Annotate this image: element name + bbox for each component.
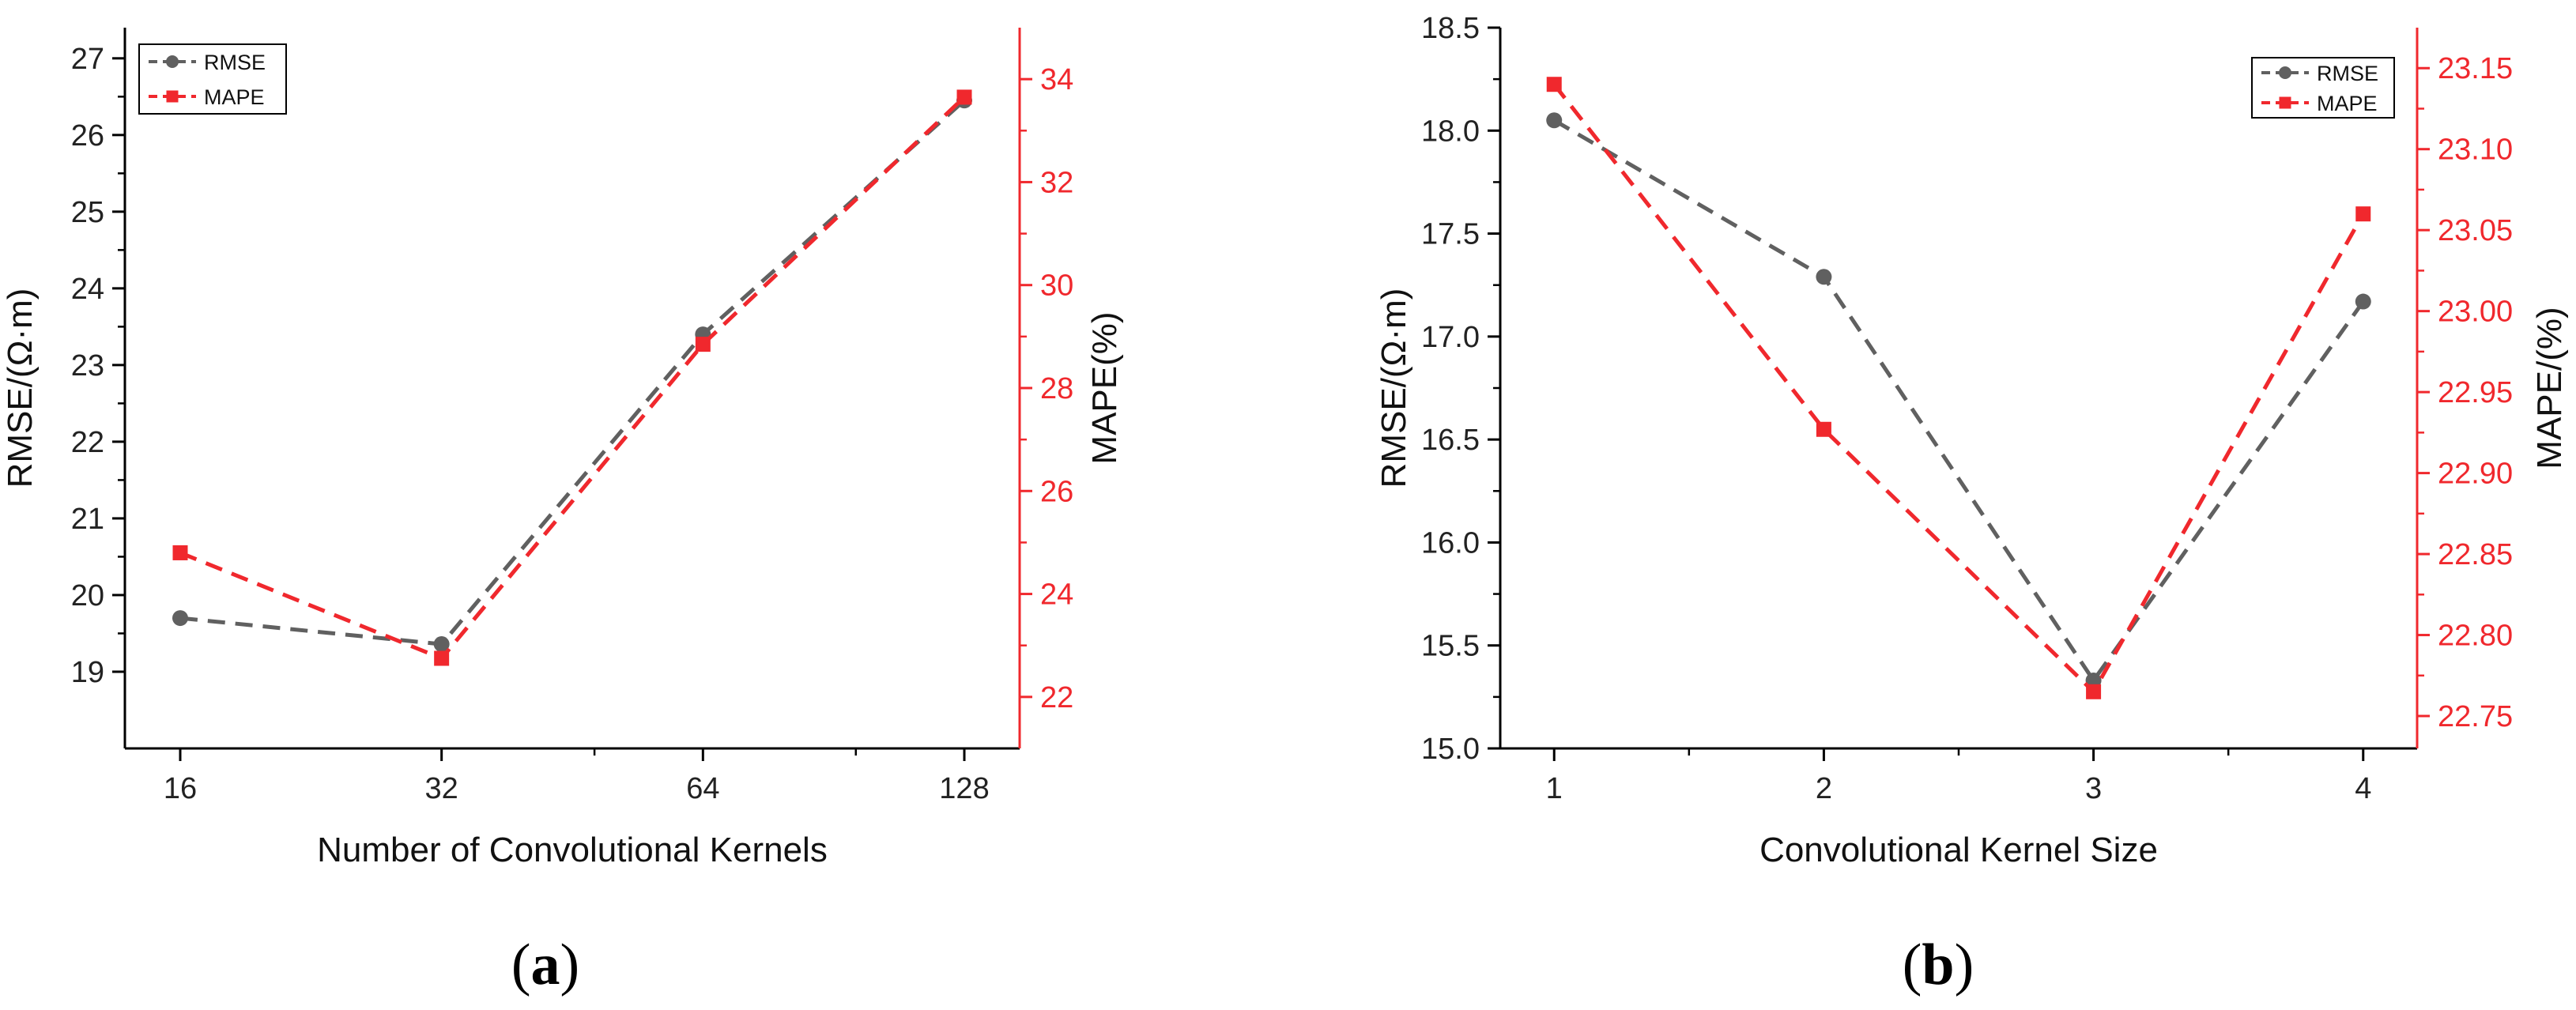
panel-label-close: ) [560,933,580,997]
panel-label-letter: a [531,933,560,997]
y-tick-label-left: 24 [71,273,104,306]
series-mape [172,89,972,666]
legend-label-mape: MAPE [2317,92,2378,115]
y-tick-label-right: 23.10 [2438,134,2513,167]
y-tick-label-left: 25 [71,196,104,229]
data-point-mape [956,89,972,105]
y-tick-label-right: 23.00 [2438,296,2513,329]
series-line-rmse [179,99,966,646]
y-tick-label-left: 16.0 [1421,526,1480,560]
y-tick-label-right: 30 [1040,269,1073,303]
y-tick-label-right: 34 [1040,63,1073,96]
y-tick-label-right: 22.90 [2438,458,2513,491]
series-rmse [172,92,972,653]
y-tick-label-left: 17.5 [1421,218,1480,251]
x-tick-label: 16 [164,772,197,805]
x-tick-label: 2 [1816,772,1832,805]
panel-label: (b) [1903,933,1974,997]
y-tick-label-right: 22.85 [2438,538,2513,571]
legend-box [2251,57,2395,119]
series-line-rmse [1552,119,2365,684]
chart-panel-a: 19 20 21 22 23 24 25 26 27 22 24 26 28 30 32 34 16 32 64 12… [1,28,1124,997]
y-tick-label-right: 22 [1040,681,1073,714]
legend-marker-rmse [2279,66,2291,79]
y-tick-label-right: 22.95 [2438,376,2513,409]
chart-panel-b: 15.0 15.5 16.0 16.5 17.0 17.5 18.0 18.5 22.75 22.… [1375,12,2569,997]
y-tick-label-left: 15.5 [1421,630,1480,663]
y-tick-label-right: 26 [1040,475,1073,508]
legend: RMSE MAPE [138,43,287,115]
legend-marker-mape [166,90,179,103]
panel-label-open: ( [511,933,531,997]
data-point-rmse [433,636,450,653]
data-point-rmse [172,610,188,627]
y-tick-label-left: 19 [71,656,104,689]
x-tick-label: 128 [939,772,989,805]
panel-label-open: ( [1903,933,1922,997]
x-tick-label: 32 [425,772,458,805]
y-axis-title-right: MAPE(%) [1085,311,1124,464]
y-tick-label-left: 16.5 [1421,424,1480,457]
y-tick-label-right: 23.15 [2438,52,2513,85]
y-tick-label-left: 27 [71,43,104,76]
x-axis-title: Number of Convolutional Kernels [317,831,828,869]
y-tick-label-left: 21 [71,503,104,536]
legend-label-rmse: RMSE [204,51,266,74]
data-point-mape [2355,206,2371,222]
series-mape [1546,77,2371,699]
y-axis-title-left: RMSE/(Ω·m) [1,288,40,488]
panel-label-letter: b [1922,933,1954,997]
data-point-mape [434,650,450,666]
series-rmse [1546,112,2371,689]
data-point-mape [2086,684,2102,699]
y-tick-label-right: 24 [1040,578,1073,612]
legend: RMSE MAPE [2251,57,2395,119]
y-tick-label-right: 22.80 [2438,620,2513,653]
data-point-mape [172,545,188,560]
y-tick-label-left: 17.0 [1421,321,1480,354]
y-tick-label-left: 18.0 [1421,115,1480,148]
y-tick-label-left: 22 [71,426,104,459]
y-tick-label-right: 22.75 [2438,700,2513,733]
y-axis-title-left: RMSE/(Ω·m) [1375,288,1413,488]
data-point-rmse [1546,112,1563,129]
legend-label-mape: MAPE [204,85,265,109]
y-tick-label-left: 23 [71,349,104,383]
x-tick-label: 4 [2355,772,2371,805]
x-tick-label: 1 [1546,772,1563,805]
legend-marker-rmse [166,55,179,68]
x-tick-label: 3 [2085,772,2102,805]
y-axis-title-right: MAPE/(%) [2530,307,2569,469]
data-point-rmse [2355,293,2371,310]
data-point-mape [1546,77,1562,92]
legend-box [138,43,287,115]
data-point-mape [1816,421,1831,437]
y-tick-label-right: 32 [1040,166,1073,199]
data-point-mape [695,337,711,352]
x-axis-title: Convolutional Kernel Size [1759,831,2158,869]
y-tick-label-left: 18.5 [1421,12,1480,45]
legend-label-rmse: RMSE [2317,62,2378,85]
panel-label-close: ) [1955,933,1974,997]
y-tick-label-left: 26 [71,119,104,153]
y-tick-label-right: 28 [1040,372,1073,405]
legend-marker-mape [2279,96,2291,109]
x-tick-label: 64 [686,772,719,805]
y-tick-label-left: 20 [71,579,104,612]
panel-label: (a) [511,933,579,997]
y-tick-label-left: 15.0 [1421,733,1480,766]
data-point-rmse [1816,269,1832,285]
series-line-mape [1552,83,2365,695]
y-tick-label-right: 23.05 [2438,214,2513,247]
series-line-mape [179,96,966,661]
